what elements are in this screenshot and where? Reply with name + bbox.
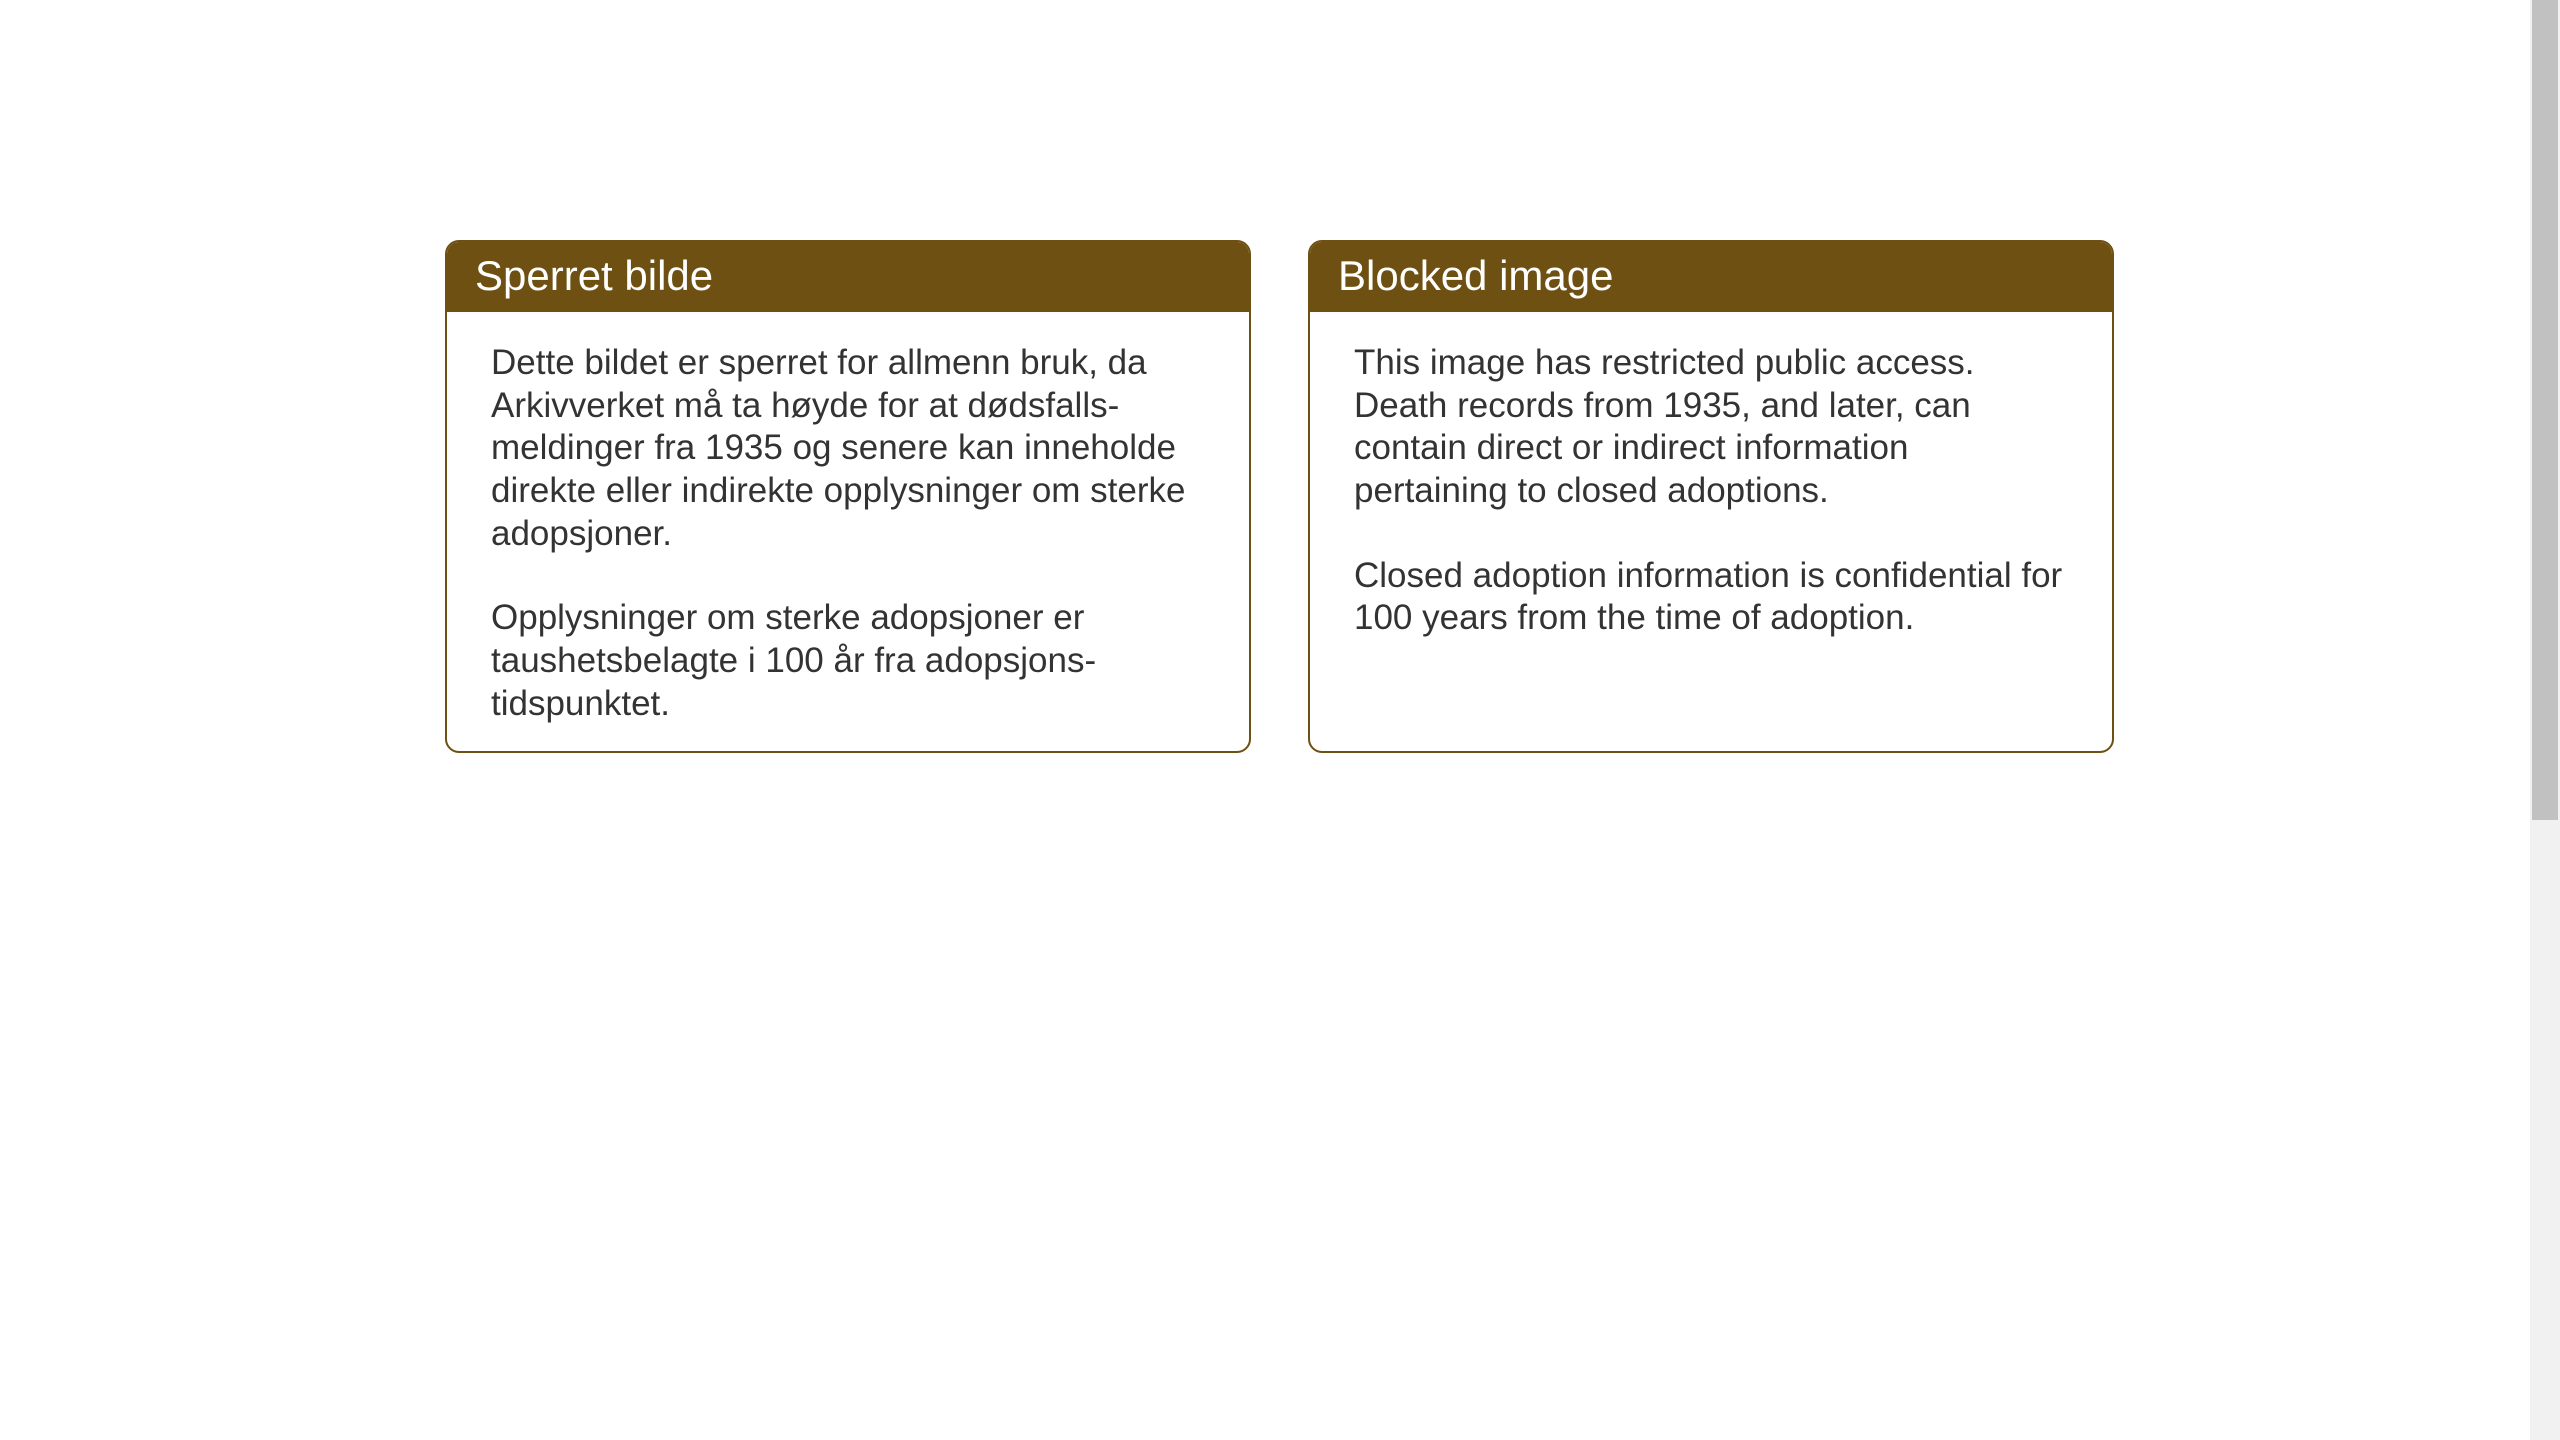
- blocked-image-card-norwegian: Sperret bilde Dette bildet er sperret fo…: [445, 240, 1251, 753]
- vertical-scrollbar-thumb[interactable]: [2532, 0, 2558, 820]
- vertical-scrollbar-track[interactable]: [2530, 0, 2560, 1440]
- card-paragraph-2-english: Closed adoption information is confident…: [1354, 555, 2068, 640]
- card-paragraph-1-norwegian: Dette bildet er sperret for allmenn bruk…: [491, 342, 1205, 555]
- blocked-image-card-english: Blocked image This image has restricted …: [1308, 240, 2114, 753]
- card-title-english: Blocked image: [1310, 242, 2112, 312]
- card-body-norwegian: Dette bildet er sperret for allmenn bruk…: [447, 312, 1249, 753]
- card-paragraph-2-norwegian: Opplysninger om sterke adopsjoner er tau…: [491, 597, 1205, 725]
- card-body-english: This image has restricted public access.…: [1310, 312, 2112, 751]
- card-title-norwegian: Sperret bilde: [447, 242, 1249, 312]
- cards-container: Sperret bilde Dette bildet er sperret fo…: [445, 240, 2114, 753]
- card-paragraph-1-english: This image has restricted public access.…: [1354, 342, 2068, 513]
